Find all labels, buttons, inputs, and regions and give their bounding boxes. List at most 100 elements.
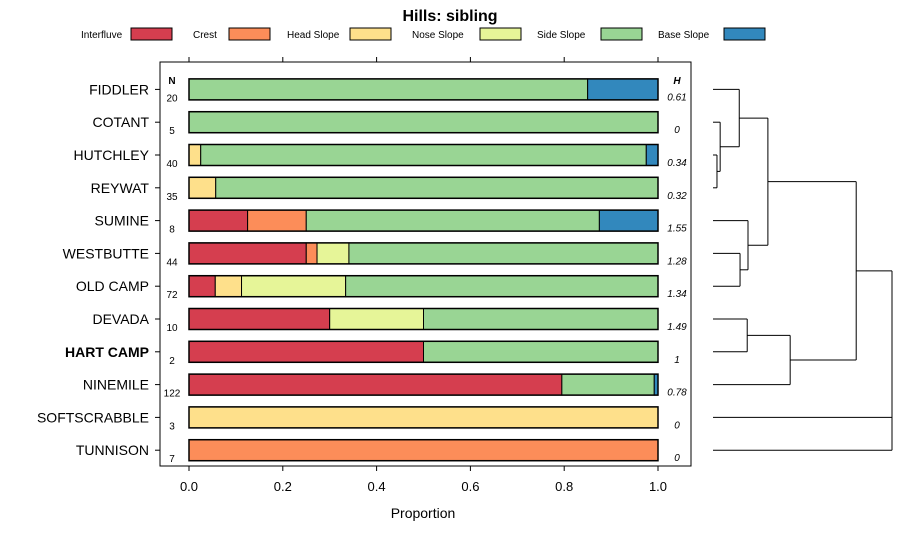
legend-label-side-slope: Side Slope xyxy=(537,30,586,41)
bar-reywat-side-slope xyxy=(215,176,659,199)
bar-ninemile-interfluve xyxy=(188,373,563,396)
n-value-sumine: 8 xyxy=(169,225,175,236)
row-label-devada: DEVADA xyxy=(92,311,149,327)
h-value-softscrabble: 0 xyxy=(674,420,680,431)
row-label-hart-camp: HART CAMP xyxy=(65,344,149,360)
bar-tunnison-crest xyxy=(188,439,659,462)
h-value-tunnison: 0 xyxy=(674,453,680,464)
n-value-reywat: 35 xyxy=(166,192,178,203)
row-label-ninemile: NINEMILE xyxy=(83,377,149,393)
bar-outline-softscrabble xyxy=(188,406,659,429)
n-header: N xyxy=(168,76,175,87)
n-value-softscrabble: 3 xyxy=(169,421,175,432)
bar-outline-old-camp xyxy=(188,274,659,298)
n-value-ninemile: 122 xyxy=(164,389,181,400)
x-tick-label-4: 0.8 xyxy=(555,479,573,494)
bar-fiddler-base-slope xyxy=(587,78,659,101)
bar-devada-interfluve xyxy=(188,308,331,330)
bar-softscrabble-head-slope xyxy=(188,406,659,429)
legend-label-interfluve: Interfluve xyxy=(81,30,123,41)
row-label-sumine: SUMINE xyxy=(95,213,149,229)
bar-hutchley-side-slope xyxy=(200,144,647,166)
n-value-fiddler: 20 xyxy=(166,93,178,104)
bar-westbutte-side-slope xyxy=(348,242,659,265)
h-value-hutchley: 0.34 xyxy=(667,158,687,169)
n-value-tunnison: 7 xyxy=(169,454,175,465)
n-value-devada: 10 xyxy=(166,323,178,334)
bar-hart-camp-side-slope xyxy=(423,340,659,363)
legend: Interfluve Crest Head Slope Nose Slope Side … xyxy=(81,27,766,41)
row-label-old-camp: OLD CAMP xyxy=(76,278,149,294)
row-label-softscrabble: SOFTSCRABBLE xyxy=(37,409,149,425)
bar-outline-reywat xyxy=(188,176,659,200)
bar-hutchley-base-slope xyxy=(645,144,659,166)
legend-swatch-base-slope xyxy=(723,27,766,41)
bar-old-camp-nose-slope xyxy=(241,275,347,298)
x-tick-label-0: 0.0 xyxy=(180,479,198,494)
legend-swatch-side-slope xyxy=(600,27,643,41)
x-axis: 0.0 0.2 0.4 0.6 0.8 1.0 xyxy=(180,466,667,494)
row-label-fiddler: FIDDLER xyxy=(89,81,149,97)
legend-label-head-slope: Head Slope xyxy=(287,30,340,41)
bar-sumine-base-slope xyxy=(598,209,659,232)
bar-outline-westbutte xyxy=(188,242,659,265)
h-value-devada: 1.49 xyxy=(667,322,687,333)
bar-outline-cotant xyxy=(188,110,659,134)
bar-hutchley-head-slope xyxy=(188,144,202,166)
bar-old-camp-interfluve xyxy=(188,275,216,298)
bar-devada-nose-slope xyxy=(329,308,425,330)
x-tick-label-2: 0.4 xyxy=(368,479,386,494)
n-value-westbutte: 44 xyxy=(166,257,178,268)
bar-ninemile-side-slope xyxy=(561,373,655,396)
bar-old-camp-side-slope xyxy=(345,275,659,298)
bar-old-camp-head-slope xyxy=(214,275,243,298)
legend-swatch-head-slope xyxy=(349,27,392,41)
bar-cotant-side-slope xyxy=(188,111,659,134)
bar-sumine-crest xyxy=(247,209,307,232)
dendrogram xyxy=(713,88,893,451)
legend-swatch-interfluve xyxy=(130,27,173,41)
legend-swatch-crest xyxy=(228,27,271,41)
bar-outline-tunnison xyxy=(188,438,659,462)
x-tick-label-1: 0.2 xyxy=(274,479,292,494)
row-label-westbutte: WESTBUTTE xyxy=(63,245,149,261)
n-value-hart-camp: 2 xyxy=(169,356,175,367)
h-value-ninemile: 0.78 xyxy=(667,388,687,399)
legend-label-base-slope: Base Slope xyxy=(658,30,710,41)
row-label-hutchley: HUTCHLEY xyxy=(74,147,150,163)
x-tick-label-3: 0.6 xyxy=(461,479,479,494)
n-value-hutchley: 40 xyxy=(166,159,178,170)
bar-fiddler-side-slope xyxy=(188,78,589,101)
bar-sumine-side-slope xyxy=(305,209,600,232)
legend-label-crest: Crest xyxy=(193,30,217,41)
x-tick-label-5: 1.0 xyxy=(649,479,667,494)
bar-outline-hart-camp xyxy=(188,340,659,364)
row-label-cotant: COTANT xyxy=(92,114,149,130)
row-label-reywat: REYWAT xyxy=(91,180,150,196)
row-labels: FIDDLER COTANT HUTCHLEY REYWAT SUMINE WESTBUT… xyxy=(37,81,160,458)
h-header: H xyxy=(673,76,681,87)
h-value-old-camp: 1.34 xyxy=(667,289,687,300)
bar-westbutte-crest xyxy=(305,242,318,265)
bar-sumine-interfluve xyxy=(188,209,249,232)
bar-outline-devada xyxy=(188,307,659,331)
bar-devada-side-slope xyxy=(423,308,659,330)
bar-westbutte-nose-slope xyxy=(316,242,350,265)
h-value-cotant: 0 xyxy=(674,125,680,136)
h-value-fiddler: 0.61 xyxy=(667,92,686,103)
bar-hart-camp-interfluve xyxy=(188,340,424,363)
h-value-sumine: 1.55 xyxy=(667,224,687,235)
legend-swatch-nose-slope xyxy=(479,27,522,41)
h-value-westbutte: 1.28 xyxy=(667,256,687,267)
h-value-reywat: 0.32 xyxy=(667,191,687,202)
plot-frame xyxy=(159,61,692,467)
n-value-cotant: 5 xyxy=(169,126,175,137)
h-value-hart-camp: 1 xyxy=(674,355,680,366)
bar-outline-ninemile xyxy=(188,373,659,396)
n-value-old-camp: 72 xyxy=(166,290,178,301)
chart-title: Hills: sibling xyxy=(402,8,497,25)
x-axis-label: Proportion xyxy=(391,505,456,521)
bar-outline-sumine xyxy=(188,209,659,232)
